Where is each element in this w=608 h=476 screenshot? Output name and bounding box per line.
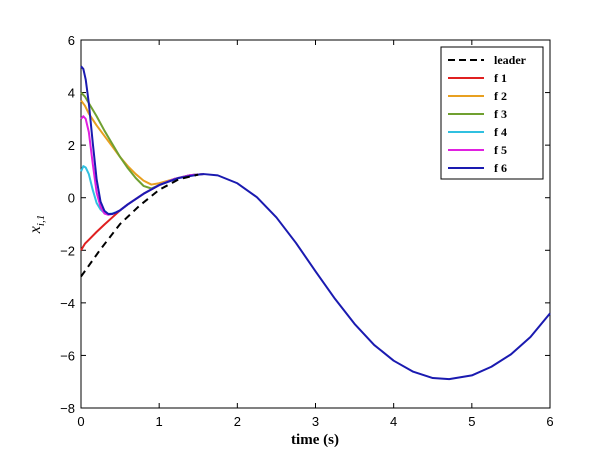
- x-tick-label: 2: [234, 414, 241, 429]
- x-axis: 0 1 2 3 4 5 6: [77, 40, 554, 429]
- y-tick-label: −8: [60, 401, 75, 416]
- x-tick-label: 3: [312, 414, 319, 429]
- y-tick-label: −2: [60, 243, 75, 258]
- series-lines: [80, 65, 551, 381]
- y-tick-label: 4: [68, 86, 75, 101]
- y-axis-title: xi,1: [27, 215, 47, 234]
- x-tick-label: 4: [390, 414, 397, 429]
- x-tick-label: 6: [546, 414, 553, 429]
- legend-label: f 3: [494, 107, 507, 121]
- legend-label: f 1: [494, 71, 507, 85]
- y-axis: 6 4 2 0 −2 −4 −6 −8: [60, 33, 550, 416]
- legend-label: f 4: [494, 125, 507, 139]
- legend-label: f 6: [494, 161, 507, 175]
- y-tick-label: 2: [68, 138, 75, 153]
- svg-text:xi,1: xi,1: [27, 215, 47, 234]
- legend-label: f 5: [494, 143, 507, 157]
- y-tick-label: −6: [60, 348, 75, 363]
- y-tick-label: −4: [60, 296, 75, 311]
- y-tick-label: 6: [68, 33, 75, 48]
- x-tick-label: 1: [156, 414, 163, 429]
- x-axis-title: time (s): [291, 432, 339, 448]
- series-line-f6: [80, 65, 551, 381]
- legend-label: f 2: [494, 89, 507, 103]
- legend: leader f 1 f 2 f 3 f 4 f 5 f 6: [440, 46, 544, 180]
- legend-label: leader: [494, 53, 527, 67]
- x-tick-label: 0: [77, 414, 84, 429]
- y-tick-label: 0: [68, 191, 75, 206]
- x-tick-label: 5: [468, 414, 475, 429]
